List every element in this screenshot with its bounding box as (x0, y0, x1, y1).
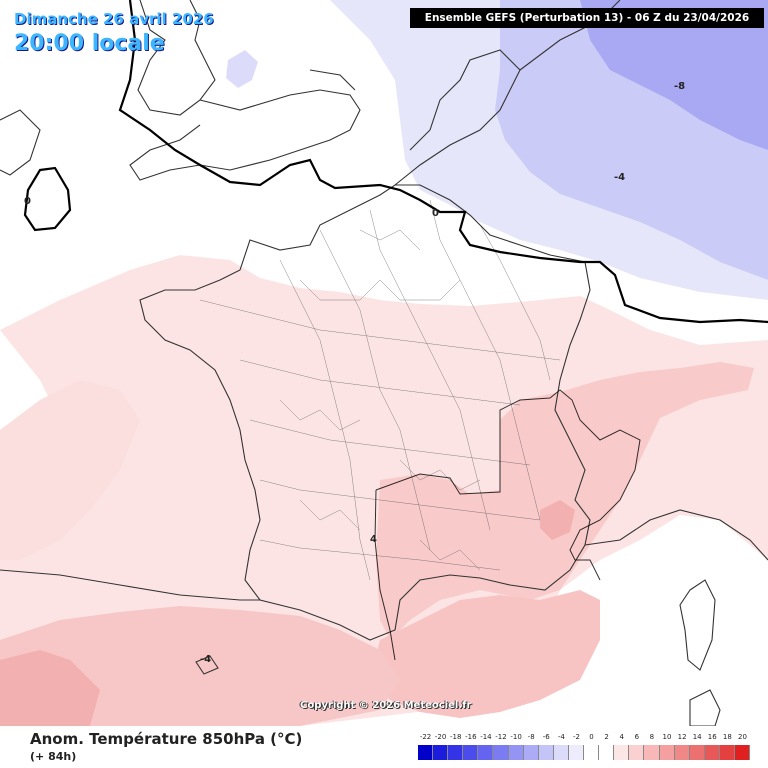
legend-labels: -22 -20 -18 -16 -14 -12 -10 -8 -6 -4 -2 0 2 4 6 8 10 12 14… (418, 733, 750, 743)
legend-label: -6 (542, 733, 550, 741)
legend-swatch (523, 745, 539, 760)
contour-label-zero-north: 0 (432, 208, 439, 219)
warm-anomaly-strong-iberia (0, 650, 100, 726)
legend-label: -12 (495, 733, 507, 741)
model-run-banner: Ensemble GEFS (Perturbation 13) - 06 Z d… (410, 8, 764, 28)
legend-swatch (568, 745, 585, 760)
legend-swatch (644, 745, 660, 760)
legend-swatch (599, 745, 615, 760)
copyright-notice: Copyright © 2026 Meteociel.fr (300, 700, 472, 711)
legend-label: -8 (527, 733, 535, 741)
legend-swatch (674, 745, 690, 760)
warm-anomaly-mid (376, 362, 754, 640)
legend-label: -16 (465, 733, 477, 741)
legend-swatch (418, 745, 434, 760)
field-title: Anom. Température 850hPa (°C) (30, 730, 303, 748)
legend-label: -10 (510, 733, 522, 741)
legend-label: -20 (434, 733, 447, 741)
legend-swatch (629, 745, 645, 760)
legend-label: 16 (707, 733, 717, 741)
legend-swatch (463, 745, 479, 760)
legend-label: 14 (692, 733, 702, 741)
plus4-contour (374, 389, 641, 661)
contour-label-minus8-east: -8 (674, 81, 685, 92)
forecast-local-time: 20:00 locale (14, 31, 165, 56)
legend-label: 20 (737, 733, 747, 741)
legend-swatch (478, 745, 494, 760)
legend-label: -18 (450, 733, 462, 741)
legend-swatch (493, 745, 509, 760)
legend-swatch (689, 745, 705, 760)
legend-swatches (418, 745, 751, 760)
legend-swatch (614, 745, 630, 760)
warm-anomaly-strong-alps (540, 500, 575, 540)
legend-label: 2 (604, 733, 609, 741)
lead-time: (+ 84h) (30, 750, 77, 763)
color-scale-legend: -22 -20 -18 -16 -14 -12 -10 -8 -6 -4 -2 0 2 4 6 8 10 12 14… (418, 733, 751, 763)
legend-swatch (553, 745, 569, 760)
zero-contour (23, 0, 768, 324)
legend-swatch (508, 745, 524, 760)
department-borders (199, 199, 561, 581)
contour-label-minus4-sw: -4 (200, 654, 211, 665)
warm-anomaly-iberia (0, 606, 400, 726)
forecast-date: Dimanche 26 avril 2026 (14, 10, 214, 28)
legend-label: -22 (419, 733, 432, 741)
legend-label: 0 (589, 733, 594, 741)
legend-label: 8 (649, 733, 655, 741)
legend-swatch (584, 745, 600, 760)
contour-label-zero-west: 0 (24, 196, 31, 207)
legend-label: 6 (634, 733, 640, 741)
cold-anomaly-strong (580, 0, 768, 150)
contour-label-four-south: 4 (370, 534, 377, 545)
legend-swatch (433, 745, 449, 760)
legend-swatch (538, 745, 554, 760)
legend-swatch (734, 745, 751, 760)
legend-swatch (448, 745, 464, 760)
cold-anomaly-patch-uk (226, 50, 258, 88)
legend-swatch (659, 745, 675, 760)
legend-label: 4 (619, 733, 624, 741)
warm-anomaly-south-sea (370, 590, 600, 718)
legend-label: -2 (572, 733, 580, 741)
legend-swatch (704, 745, 720, 760)
legend-label: 18 (722, 733, 732, 741)
legend-label: 12 (677, 733, 687, 741)
warm-anomaly-west-sea (0, 380, 140, 560)
legend-label: -4 (557, 733, 565, 741)
legend-label: 10 (662, 733, 672, 741)
legend-label: -14 (480, 733, 492, 741)
legend-swatch (719, 745, 735, 760)
contour-label-minus4-east: -4 (614, 172, 625, 183)
